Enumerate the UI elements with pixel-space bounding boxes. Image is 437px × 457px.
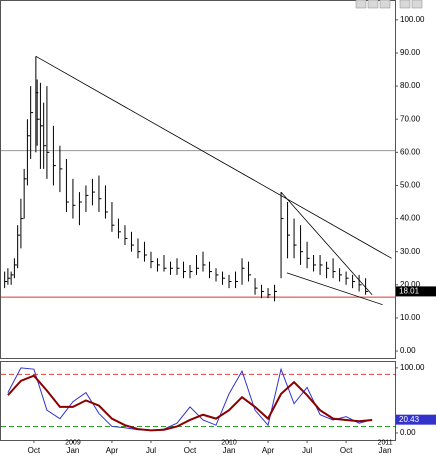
indicator-line — [7, 374, 373, 432]
toolbar-button[interactable] — [355, 0, 367, 9]
toolbar — [355, 0, 423, 9]
y-tick-label: 40.00 — [400, 214, 421, 223]
year-label: 2009 — [65, 439, 81, 446]
last-value-box — [396, 414, 436, 425]
x-tick-label: Apr — [262, 446, 275, 455]
y-tick-label: 0.00 — [400, 346, 416, 355]
x-tick-label: Jul — [302, 446, 312, 455]
last-value-label: 18.01 — [399, 287, 420, 296]
y-tick-label: 100.00 — [400, 363, 425, 372]
y-tick-label: 100.00 — [400, 15, 425, 24]
x-tick-label: Oct — [340, 446, 353, 455]
x-tick-label: Jul — [146, 446, 156, 455]
price-panel-frame — [0, 0, 396, 359]
last-value-box — [396, 286, 436, 297]
x-tick-label: Oct — [28, 446, 41, 455]
x-tick-label: Oct — [184, 446, 197, 455]
x-tick-label: Jan — [66, 446, 79, 455]
toolbar-button[interactable] — [367, 0, 379, 9]
trendline — [280, 191, 373, 296]
y-tick-label: 20.00 — [400, 280, 421, 289]
toolbar-button[interactable] — [379, 0, 391, 9]
y-tick-label: 60.00 — [400, 147, 421, 156]
trendline — [286, 272, 383, 306]
x-tick-label: Jan — [379, 446, 392, 455]
year-label: 2010 — [221, 439, 237, 446]
y-tick-label: 80.00 — [400, 81, 421, 90]
x-tick-label: Jan — [223, 446, 236, 455]
y-tick-label: 0.00 — [400, 428, 416, 437]
trendline — [35, 55, 392, 259]
y-tick-label: 10.00 — [400, 313, 421, 322]
y-tick-label: 70.00 — [400, 114, 421, 123]
year-label: 2011 — [378, 439, 393, 446]
last-value-label: 20.43 — [399, 415, 420, 424]
y-tick-label: 90.00 — [400, 48, 421, 57]
y-tick-label: 30.00 — [400, 247, 421, 256]
toolbar-button[interactable] — [411, 0, 423, 9]
toolbar-button[interactable] — [399, 0, 411, 9]
y-tick-label: 50.00 — [400, 181, 421, 190]
indicator-panel-frame — [0, 361, 396, 441]
x-tick-label: Apr — [106, 446, 119, 455]
